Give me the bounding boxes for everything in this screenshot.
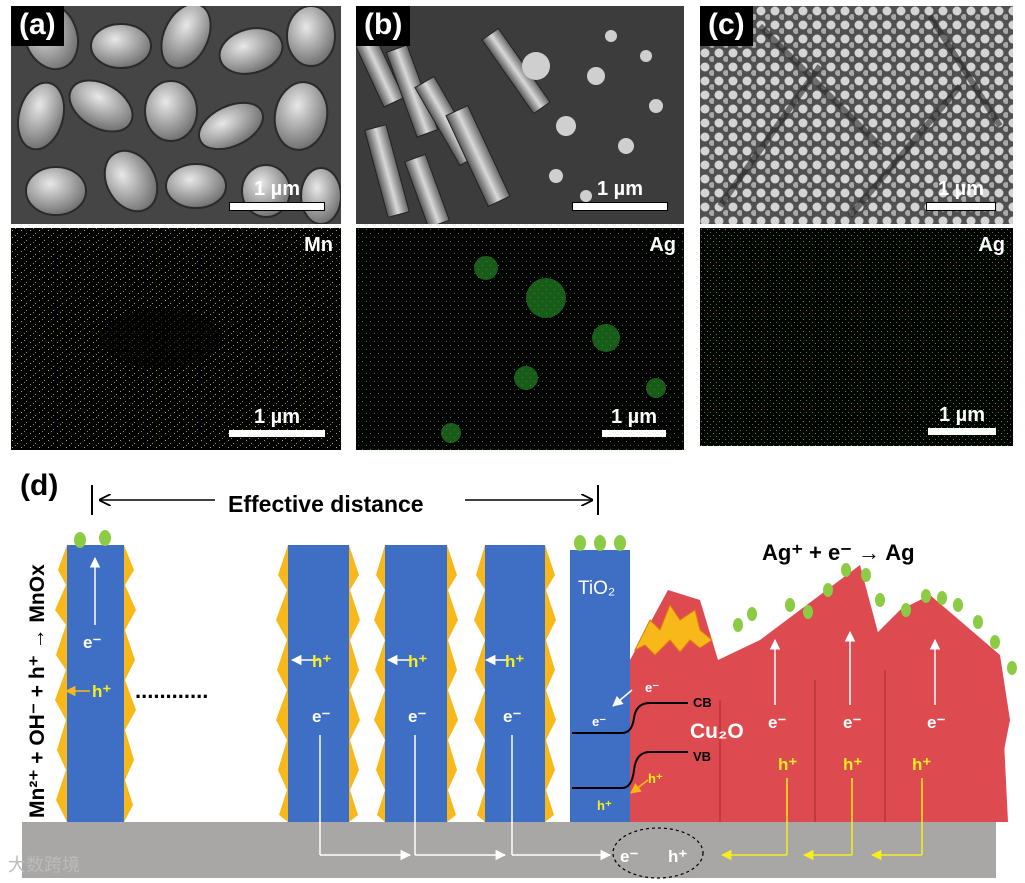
svg-text:e⁻: e⁻ — [645, 680, 659, 695]
panel-label-d: (d) — [20, 469, 58, 502]
eds-dots-ag-b — [356, 228, 684, 450]
svg-text:h⁺: h⁺ — [912, 755, 931, 774]
scale-bar-label: 1 µm — [254, 406, 300, 428]
svg-text:h⁺: h⁺ — [92, 682, 111, 701]
cb-label: CB — [693, 695, 712, 710]
svg-text:e⁻: e⁻ — [927, 713, 945, 732]
substrate — [22, 822, 996, 878]
cu2o-label: Cu₂O — [690, 720, 744, 743]
eds-map-ag-b: Ag 1 µm — [356, 228, 684, 450]
svg-text:h⁺: h⁺ — [408, 652, 427, 671]
map-scale-bar-c: 1 µm — [928, 404, 996, 435]
sem-texture-a — [11, 6, 341, 224]
scale-bar-c: 1 µm — [926, 178, 996, 211]
tio2-label: TiO₂ — [578, 578, 615, 599]
svg-text:h⁺: h⁺ — [505, 652, 524, 671]
scale-bar-label: 1 µm — [254, 178, 300, 200]
svg-text:e⁻: e⁻ — [843, 713, 861, 732]
element-label-ag-c: Ag — [978, 234, 1005, 256]
mn-reaction-label: Mn²⁺ + OH⁻ + h⁺ → MnOx — [26, 564, 49, 818]
electron-labels: e⁻ e⁻ e⁻ e⁻ e⁻ e⁻ e⁻ e⁻ e⁻ e⁻ — [83, 633, 945, 866]
svg-text:e⁻: e⁻ — [768, 713, 786, 732]
recombination-ellipse — [612, 827, 704, 879]
eds-map-ag-c: Ag 1 µm — [700, 228, 1013, 446]
svg-text:h⁺: h⁺ — [312, 652, 331, 671]
svg-text:e⁻: e⁻ — [620, 847, 638, 866]
panel-label-c: (c) — [700, 6, 753, 46]
svg-text:h⁺: h⁺ — [778, 755, 797, 774]
scale-bar-label: 1 µm — [939, 404, 985, 426]
dotted-separator: ............ — [135, 678, 208, 703]
scale-bar-a: 1 µm — [229, 178, 325, 211]
ag-particles — [733, 563, 1017, 675]
eds-map-mn: Mn 1 µm — [11, 228, 341, 450]
panel-label-a: (a) — [11, 6, 64, 46]
vb-band — [572, 751, 688, 789]
scale-bar-label: 1 µm — [938, 178, 984, 200]
hole-labels: h⁺ h⁺ h⁺ h⁺ h⁺ h⁺ h⁺ h⁺ h⁺ h⁺ — [92, 652, 931, 866]
svg-text:h⁺: h⁺ — [668, 847, 687, 866]
svg-text:h⁺: h⁺ — [843, 755, 862, 774]
scale-bar-label: 1 µm — [611, 406, 657, 428]
map-scale-bar-b: 1 µm — [602, 406, 666, 437]
svg-text:e⁻: e⁻ — [312, 707, 330, 726]
map-scale-bar-a: 1 µm — [229, 406, 325, 437]
sem-texture-b — [356, 6, 684, 224]
scale-bar-label: 1 µm — [597, 178, 643, 200]
tio2-nanorods — [67, 545, 630, 822]
effective-distance-label: Effective distance — [228, 491, 424, 517]
sem-image-b: (b) 1 µm — [356, 6, 684, 224]
svg-text:e⁻: e⁻ — [503, 707, 521, 726]
element-label-ag-b: Ag — [649, 234, 676, 256]
svg-text:e⁻: e⁻ — [592, 714, 606, 729]
eds-dots-ag-c — [700, 228, 1013, 446]
svg-text:e⁻: e⁻ — [408, 707, 426, 726]
sparkle-cluster — [633, 603, 713, 656]
element-label-mn: Mn — [304, 234, 333, 256]
svg-text:e⁻: e⁻ — [83, 633, 101, 652]
sem-image-c: (c) 1 µm — [700, 6, 1013, 224]
scale-bar-b: 1 µm — [572, 178, 668, 211]
svg-text:h⁺: h⁺ — [648, 771, 663, 786]
vb-label: VB — [693, 749, 711, 764]
watermark: 大数跨境 — [8, 855, 80, 875]
eds-dots-mn — [11, 228, 341, 450]
ag-particles-rods — [74, 530, 626, 551]
ag-reaction-label: Ag⁺ + e⁻ → Ag — [762, 540, 915, 565]
sem-image-a: (a) 1 µm — [11, 6, 341, 224]
panel-label-b: (b) — [356, 6, 411, 46]
cb-band — [572, 702, 688, 734]
mnox-spikes — [55, 545, 556, 822]
svg-text:h⁺: h⁺ — [597, 798, 612, 813]
